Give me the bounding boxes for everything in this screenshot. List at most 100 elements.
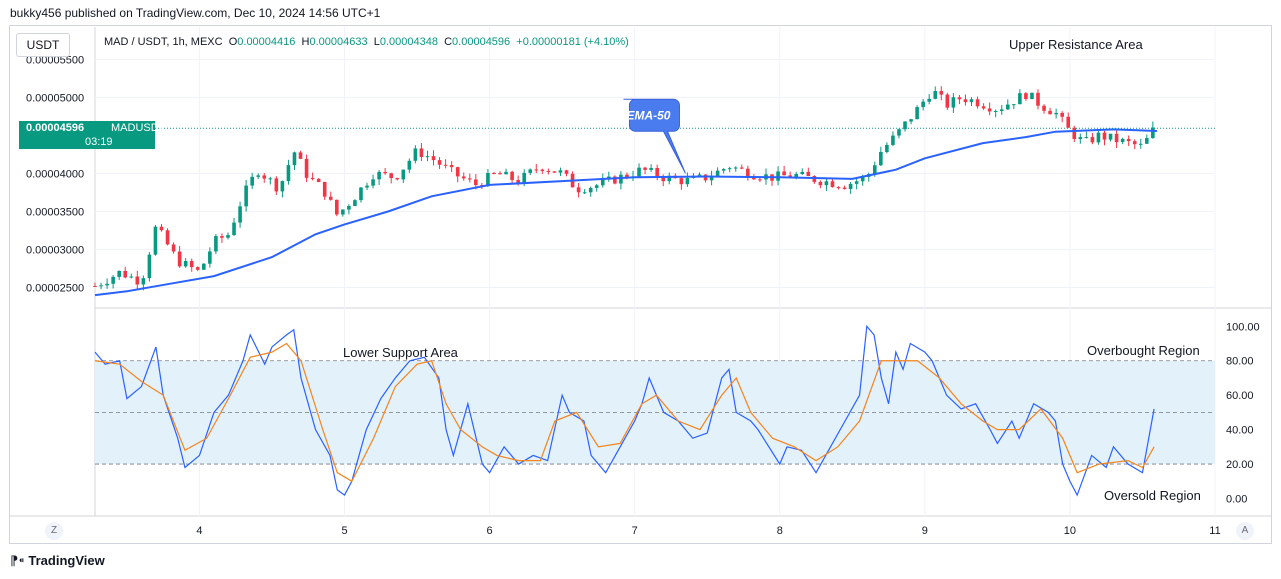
candle-down (1036, 92, 1040, 106)
candle-down (758, 179, 762, 181)
candle-up (1054, 112, 1058, 115)
candle-up (872, 165, 877, 175)
candle-up (891, 135, 895, 145)
candle-up (183, 260, 188, 267)
ema-50-line (94, 128, 1158, 297)
zoom-button[interactable]: Z (45, 522, 63, 540)
candle-down (564, 170, 569, 174)
stoch-tick-label: 0.00 (1226, 494, 1247, 506)
candle-up (353, 200, 357, 207)
candle-down (975, 99, 980, 107)
annotations-layer: EMA-50 Upper Resistance Area Lower Support… (343, 37, 1201, 503)
candle-up (594, 185, 599, 188)
candle-down (1060, 112, 1064, 117)
candle-down (740, 167, 744, 169)
price-tick-label: 0.00005000 (26, 93, 84, 105)
low-value: 0.00004348 (379, 36, 438, 48)
candle-up (208, 251, 212, 264)
candle-down (643, 167, 647, 170)
candle-up (99, 285, 103, 287)
candle-down (474, 179, 478, 186)
x-tick-label: 9 (922, 525, 928, 537)
ema-callout-label: EMA-50 (626, 108, 670, 122)
candle-down (165, 230, 170, 245)
candle-down (1132, 141, 1137, 145)
candle-down (498, 173, 502, 175)
candle-down (304, 158, 309, 178)
candle-up (504, 171, 508, 175)
chart-frame (9, 25, 1272, 544)
price-tick-label: 0.00004000 (26, 169, 84, 181)
candle-up (709, 176, 714, 181)
candle-down (1042, 105, 1046, 111)
candle-down (467, 178, 472, 180)
candle-down (310, 177, 315, 180)
candles-layer (93, 86, 1155, 291)
candle-up (250, 176, 254, 186)
tradingview-logo-icon: ⁋⁌ (10, 553, 29, 568)
candle-up (649, 167, 653, 170)
candle-down (613, 176, 617, 184)
pair-label: MAD / USDT, 1h, MEXC (104, 36, 223, 48)
candle-up (226, 235, 230, 238)
stoch-tick-label: 40.00 (1226, 425, 1254, 437)
candle-up (268, 178, 273, 180)
candle-up (238, 206, 242, 223)
stoch-band (95, 360, 1215, 465)
candle-down (431, 156, 436, 161)
close-value: 0.00004596 (452, 36, 511, 48)
candle-down (328, 196, 333, 200)
candle-up (1084, 137, 1089, 139)
candle-up (860, 176, 865, 182)
candle-up (897, 129, 901, 136)
candle-down (830, 181, 835, 188)
candle-up (1018, 93, 1022, 105)
candle-up (341, 209, 345, 215)
candle-up (1108, 133, 1113, 140)
currency-unit-button[interactable]: USDT (16, 33, 70, 57)
candle-down (220, 236, 224, 238)
stoch-tick-label: 100.00 (1226, 321, 1260, 333)
stoch-d-line (94, 342, 1155, 483)
candle-down (334, 199, 339, 215)
candle-up (685, 178, 690, 185)
candle-up (915, 107, 919, 120)
candle-down (1126, 138, 1131, 142)
auto-scale-button[interactable]: A (1236, 522, 1254, 540)
candle-up (528, 169, 533, 173)
candle-up (733, 167, 738, 169)
candle-up (1145, 138, 1149, 144)
candle-up (951, 97, 956, 108)
candle-down (383, 171, 387, 174)
candle-down (123, 270, 128, 278)
candle-down (1024, 93, 1028, 100)
countdown: 03:19 (85, 136, 113, 149)
candle-up (776, 171, 780, 181)
price-tick-label: 0.00002500 (26, 283, 84, 295)
candle-up (111, 276, 115, 284)
candle-down (135, 276, 140, 285)
candle-up (141, 278, 146, 285)
candle-down (322, 181, 327, 197)
candle-up (1096, 132, 1101, 143)
candle-down (316, 179, 321, 182)
candle-up (667, 175, 672, 182)
stoch-tick-label: 80.00 (1226, 356, 1254, 368)
candle-up (1151, 127, 1155, 139)
x-tick-label: 4 (196, 525, 202, 537)
candle-up (1078, 137, 1083, 140)
candle-up (202, 263, 206, 270)
last-price-badge: 0.00004596 MADUSDT (19, 121, 165, 136)
candle-down (195, 267, 200, 270)
candle-down (655, 167, 659, 177)
candle-up (993, 110, 998, 112)
price-tick-label: 0.00003500 (26, 207, 84, 219)
candle-down (455, 167, 460, 177)
candle-up (619, 174, 623, 184)
candle-down (1072, 127, 1077, 140)
candle-down (437, 160, 442, 165)
candle-up (407, 160, 412, 170)
candle-down (1114, 133, 1119, 143)
candle-up (232, 222, 236, 236)
